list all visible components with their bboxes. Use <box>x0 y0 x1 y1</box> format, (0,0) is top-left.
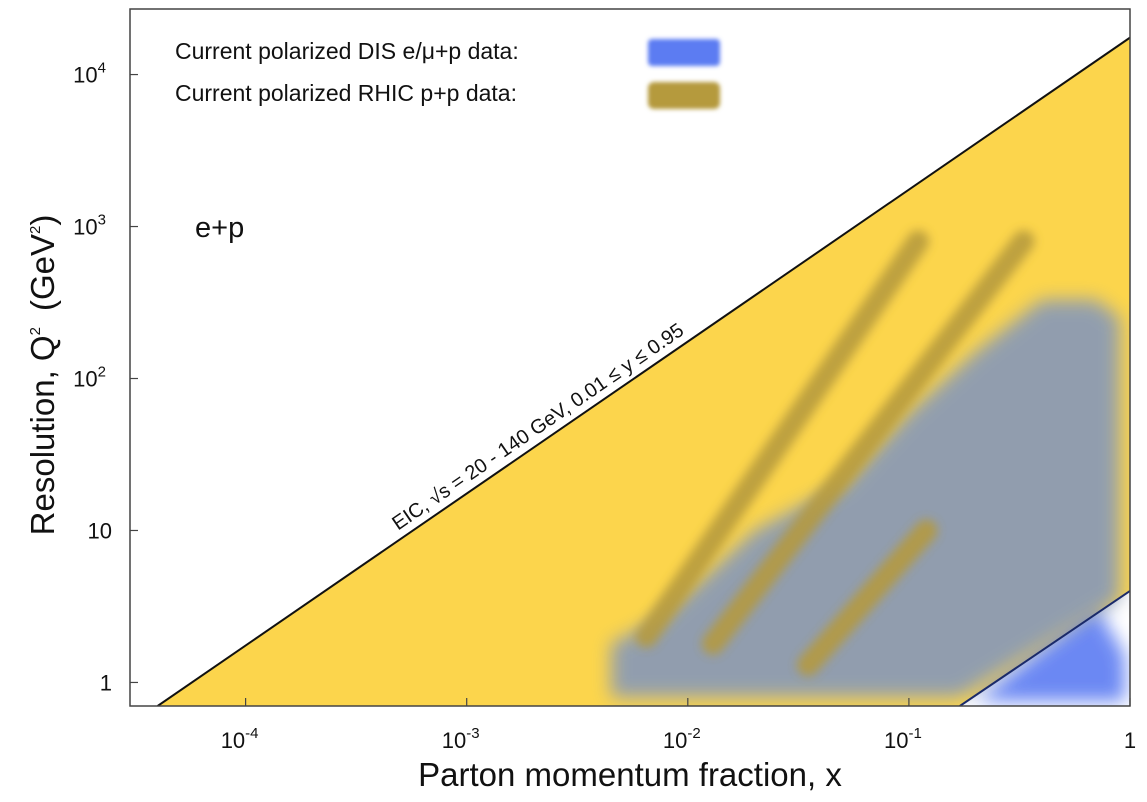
y-tick-label-4-base: 10 <box>73 63 97 88</box>
x-tick-label-2: 10-2 <box>663 725 701 753</box>
y-tick-label-0: 1 <box>100 670 112 695</box>
x-tick-label-0-base: 10 <box>221 728 245 753</box>
y-tick-label-3-base: 10 <box>73 215 97 240</box>
y-axis-title: Resolution, Q2(GeV2) <box>24 215 61 536</box>
legend-entry-dis-label: Current polarized DIS e/μ+p data: <box>175 38 519 64</box>
y-tick-label-2-exp: 2 <box>98 364 106 381</box>
rhic-band-1 <box>635 230 930 648</box>
y-tick-label-3-exp: 3 <box>98 212 106 229</box>
x-tick-label-4: 1 <box>1124 728 1136 753</box>
x-tick-label-2-exp: -2 <box>687 725 700 742</box>
x-axis-ticks: 10-4 10-3 10-2 10-1 1 <box>221 698 1136 753</box>
y-axis-title-sup: 2 <box>27 327 44 335</box>
x-tick-label-2-base: 10 <box>663 728 687 753</box>
y-tick-label-2-base: 10 <box>73 367 97 392</box>
y-tick-label-1: 10 <box>88 518 112 543</box>
y-tick-label-1-base: 10 <box>88 518 112 543</box>
plot-frame <box>129 8 1131 707</box>
region-label-ep: e+p <box>195 212 244 244</box>
x-tick-label-1-exp: -3 <box>466 725 479 742</box>
y-tick-label-3: 103 <box>73 212 106 240</box>
rhic-band-3 <box>797 519 938 677</box>
y-tick-label-4-exp: 4 <box>98 60 106 77</box>
y-axis-title-unit-sup: 2 <box>27 226 44 234</box>
eic-upper-boundary-line <box>157 36 1130 706</box>
y-tick-label-0-base: 1 <box>100 670 112 695</box>
y-axis-title-unit-open: (GeV <box>24 234 61 311</box>
y-tick-label-4: 104 <box>73 60 106 88</box>
x-tick-label-0-exp: -4 <box>245 725 258 742</box>
x-axis-title: Parton momentum fraction, x <box>418 756 842 793</box>
x-tick-label-3: 10-1 <box>884 725 922 753</box>
y-axis-title-unit-close: ) <box>24 215 61 226</box>
x-tick-label-1-base: 10 <box>442 728 466 753</box>
eic-lower-boundary-line <box>959 590 1130 706</box>
x-tick-label-3-base: 10 <box>884 728 908 753</box>
dis-fixed-target-region <box>975 605 1126 702</box>
x-tick-label-1: 10-3 <box>442 725 480 753</box>
y-tick-label-2: 102 <box>73 364 106 392</box>
rhic-band-2 <box>701 230 1035 655</box>
y-axis-title-main: Resolution, Q <box>24 335 61 535</box>
legend-swatch-rhic <box>648 82 720 109</box>
x-tick-label-4-base: 1 <box>1124 728 1136 753</box>
legend-entry-rhic-label: Current polarized RHIC p+p data: <box>175 80 517 106</box>
x-tick-label-0: 10-4 <box>221 725 259 753</box>
x-tick-label-3-exp: -1 <box>908 725 921 742</box>
legend-swatch-dis <box>648 39 720 66</box>
rhic-bands <box>635 95 1104 677</box>
